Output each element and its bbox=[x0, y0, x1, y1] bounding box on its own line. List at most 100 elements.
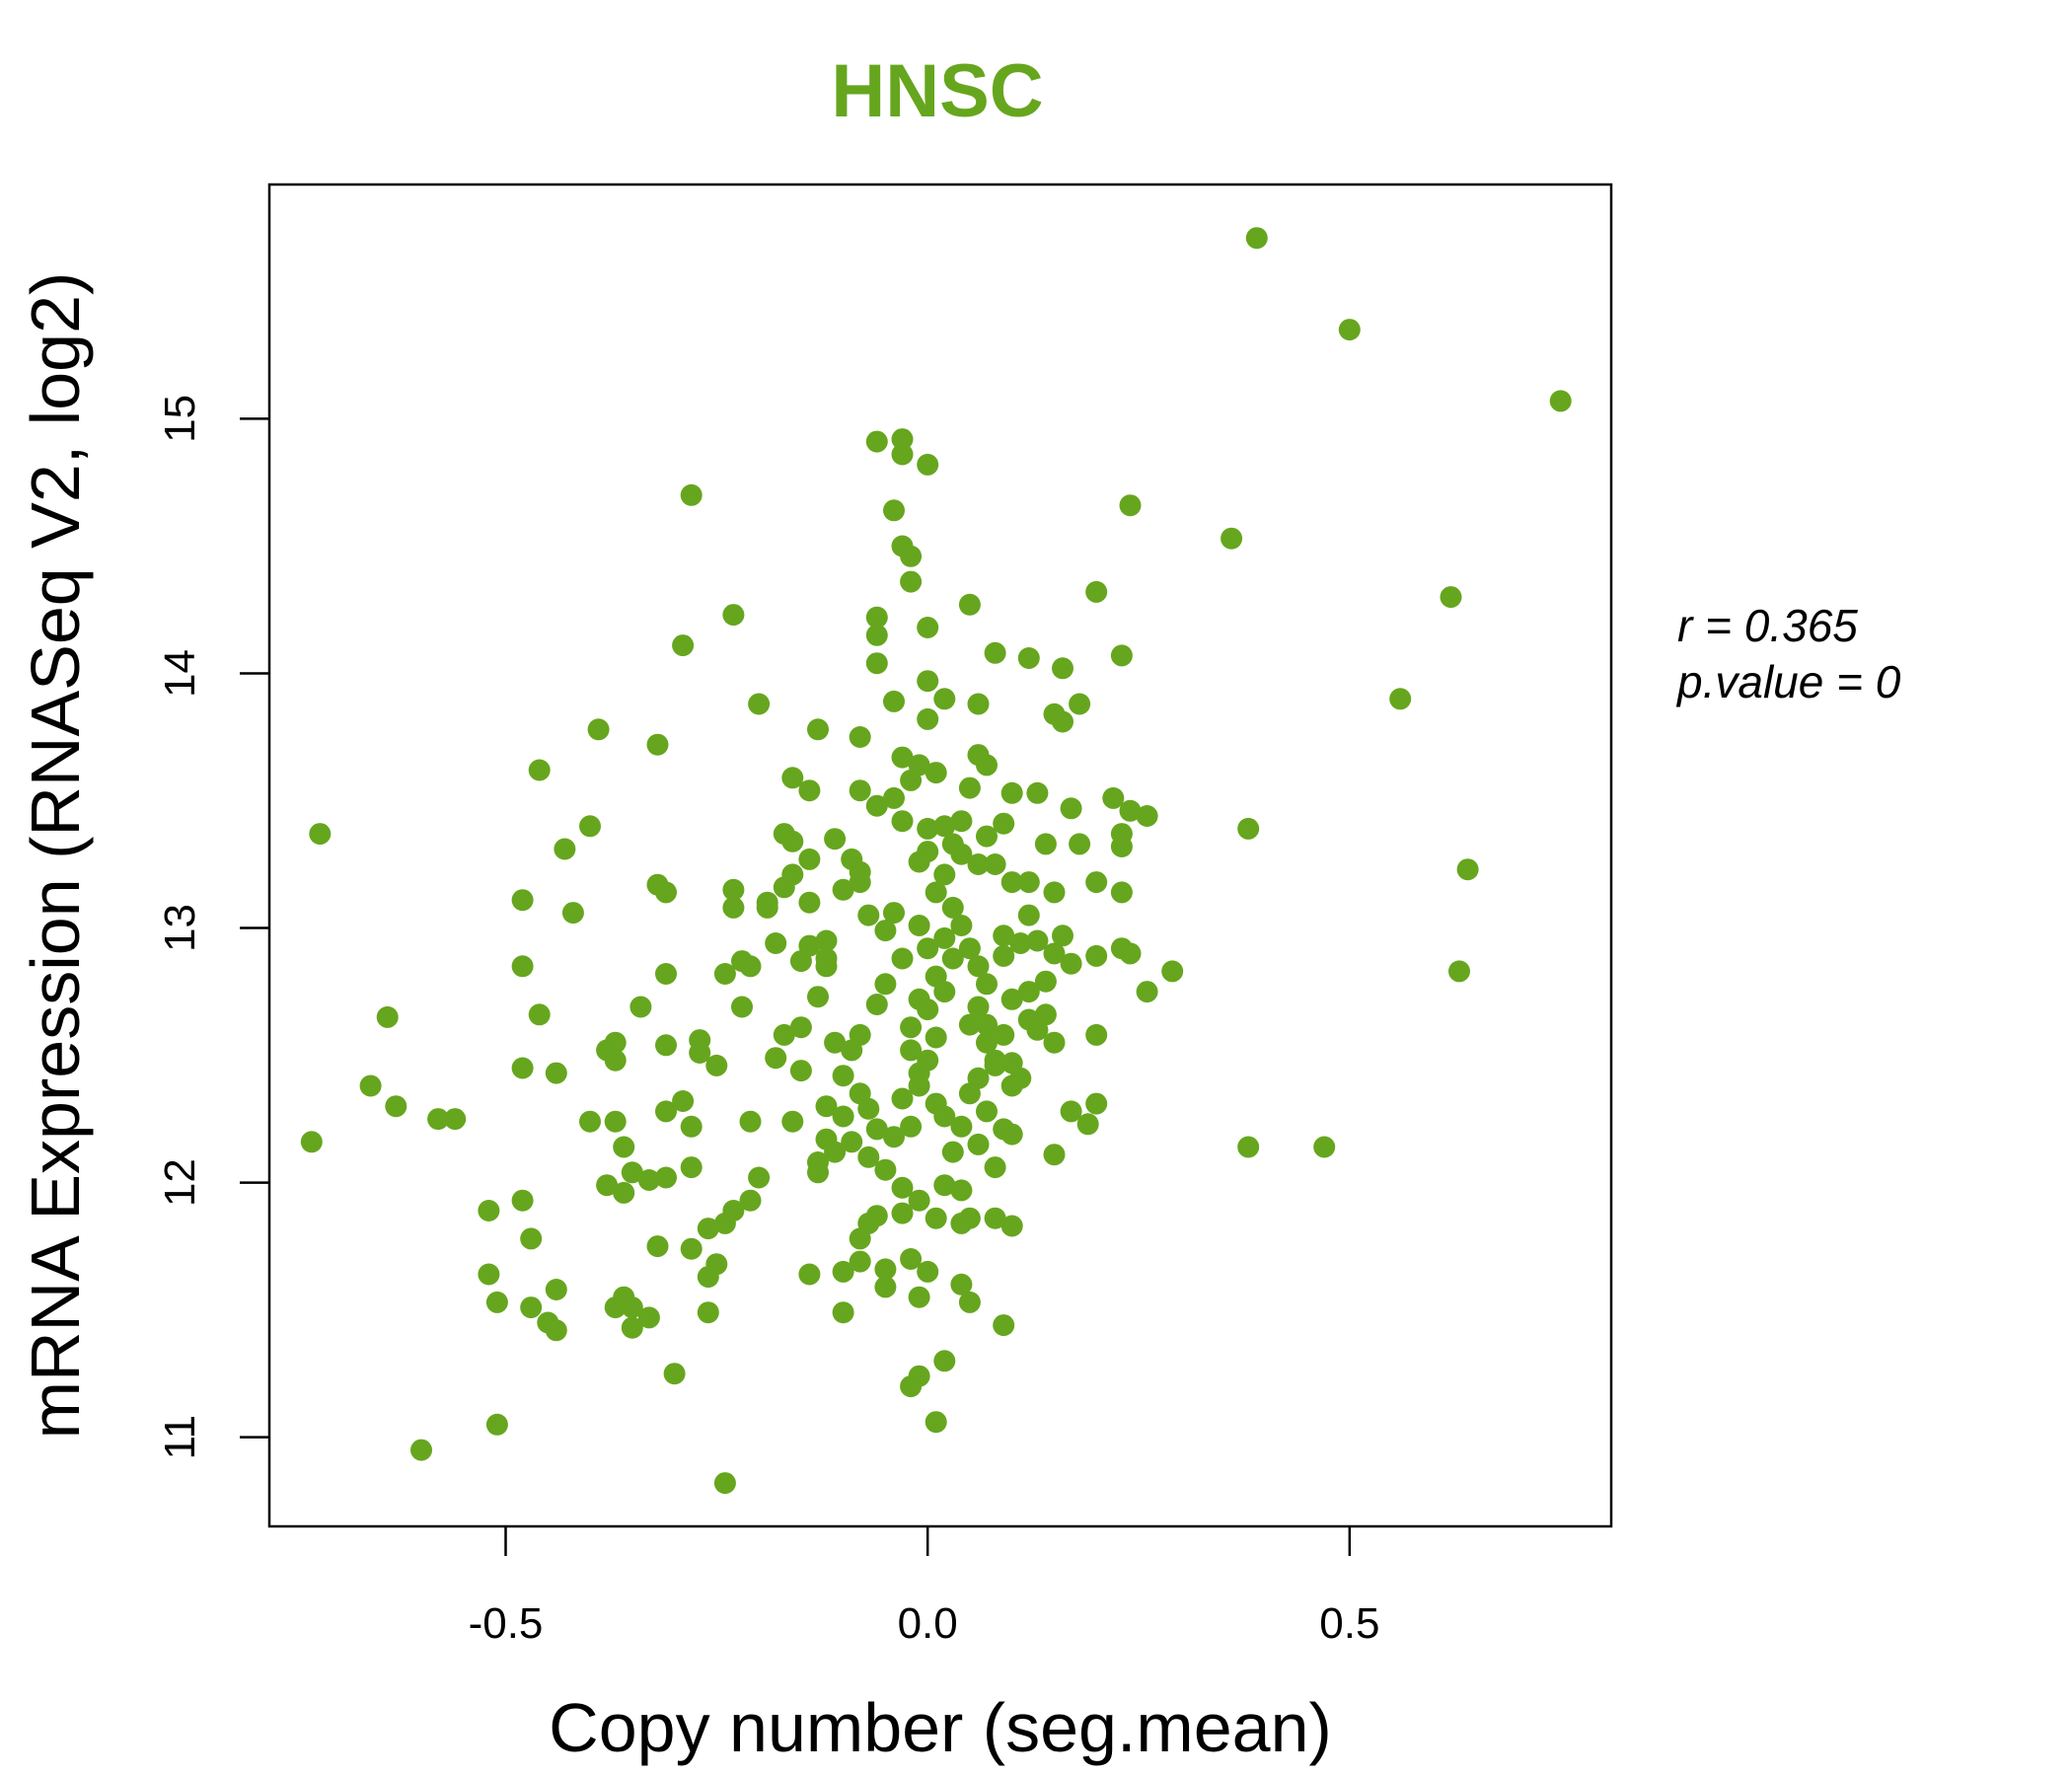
data-point bbox=[883, 1126, 905, 1148]
data-point bbox=[604, 1031, 627, 1054]
data-point bbox=[478, 1200, 500, 1221]
data-point bbox=[1110, 836, 1133, 857]
data-point bbox=[908, 1365, 930, 1387]
data-point bbox=[883, 690, 905, 712]
data-point bbox=[1026, 1018, 1049, 1041]
data-point bbox=[789, 1060, 812, 1082]
y-axis: 11 12 13 14 15 bbox=[156, 395, 269, 1460]
data-point bbox=[925, 1411, 947, 1434]
data-point bbox=[925, 1207, 947, 1229]
data-point bbox=[1456, 858, 1479, 881]
data-point bbox=[613, 1181, 635, 1204]
data-point bbox=[1549, 390, 1572, 412]
data-point bbox=[621, 1316, 643, 1339]
data-point bbox=[857, 1212, 880, 1234]
y-axis-label: mRNA Expression (RNASeq V2, log2) bbox=[17, 272, 94, 1440]
data-point bbox=[765, 1047, 787, 1070]
data-point bbox=[941, 1141, 964, 1163]
data-point bbox=[773, 1023, 795, 1046]
data-point bbox=[824, 1141, 847, 1163]
data-point bbox=[900, 1115, 923, 1138]
data-point bbox=[1119, 799, 1142, 822]
data-point bbox=[941, 896, 964, 919]
data-point bbox=[857, 1146, 880, 1168]
data-point bbox=[621, 1296, 643, 1319]
data-point bbox=[655, 1100, 677, 1123]
data-point bbox=[832, 1065, 854, 1087]
data-point bbox=[832, 1260, 854, 1283]
x-axis-label: Copy number (seg.mean) bbox=[549, 1689, 1332, 1766]
data-point bbox=[579, 1110, 601, 1133]
data-point bbox=[756, 891, 778, 914]
data-point bbox=[1060, 1100, 1082, 1123]
data-point bbox=[958, 937, 981, 960]
data-point bbox=[1043, 942, 1066, 965]
data-point bbox=[1017, 647, 1040, 669]
data-point bbox=[579, 815, 601, 838]
data-point bbox=[984, 1054, 1006, 1076]
data-point bbox=[908, 1189, 930, 1212]
data-point bbox=[917, 937, 939, 960]
data-point bbox=[917, 1260, 939, 1283]
data-point bbox=[950, 1115, 973, 1138]
data-point bbox=[807, 718, 829, 741]
data-point bbox=[815, 1095, 838, 1118]
data-point bbox=[849, 860, 871, 883]
data-point bbox=[908, 1062, 930, 1084]
data-point bbox=[917, 670, 939, 693]
data-point bbox=[1060, 952, 1082, 975]
data-point bbox=[1245, 227, 1268, 250]
data-point bbox=[874, 1158, 897, 1181]
data-point bbox=[908, 915, 930, 936]
data-point bbox=[520, 1296, 543, 1319]
data-point bbox=[993, 1314, 1015, 1337]
y-tick-label: 14 bbox=[156, 649, 204, 698]
data-point bbox=[950, 1273, 973, 1295]
data-point bbox=[891, 947, 914, 970]
data-point bbox=[917, 453, 939, 476]
data-point bbox=[832, 1301, 854, 1324]
data-point bbox=[1110, 881, 1133, 904]
data-point bbox=[958, 1082, 981, 1105]
data-point bbox=[857, 1097, 880, 1120]
data-point bbox=[554, 838, 576, 860]
data-point bbox=[1043, 881, 1066, 904]
data-point bbox=[1389, 688, 1412, 710]
data-point bbox=[967, 955, 990, 978]
data-point bbox=[604, 1049, 627, 1072]
data-point bbox=[976, 1100, 998, 1123]
data-point bbox=[655, 881, 677, 904]
data-point bbox=[537, 1311, 559, 1334]
points-layer bbox=[300, 227, 1572, 1495]
data-point bbox=[993, 925, 1015, 947]
data-point bbox=[545, 1062, 567, 1084]
data-point bbox=[748, 693, 771, 715]
data-point bbox=[933, 1174, 956, 1197]
data-point bbox=[1043, 1144, 1066, 1166]
data-point bbox=[933, 688, 956, 710]
data-point bbox=[1026, 781, 1049, 804]
data-point bbox=[1313, 1136, 1336, 1158]
data-point bbox=[511, 955, 534, 978]
data-point bbox=[984, 1207, 1006, 1229]
data-point bbox=[841, 1039, 863, 1062]
plot-frame bbox=[267, 183, 1613, 1528]
data-point bbox=[722, 1200, 745, 1221]
data-point bbox=[976, 825, 998, 848]
data-point bbox=[891, 1202, 914, 1224]
data-point bbox=[722, 604, 745, 627]
data-point bbox=[908, 1286, 930, 1308]
data-point bbox=[781, 830, 804, 852]
data-point bbox=[705, 1054, 728, 1076]
data-point bbox=[427, 1108, 450, 1131]
data-point bbox=[976, 754, 998, 777]
data-point bbox=[1017, 871, 1040, 894]
data-point bbox=[917, 707, 939, 730]
data-point bbox=[561, 902, 584, 925]
data-point bbox=[976, 1031, 998, 1054]
data-point bbox=[1000, 1215, 1023, 1237]
data-point bbox=[376, 1005, 399, 1028]
data-point bbox=[528, 759, 551, 781]
data-point bbox=[857, 904, 880, 926]
